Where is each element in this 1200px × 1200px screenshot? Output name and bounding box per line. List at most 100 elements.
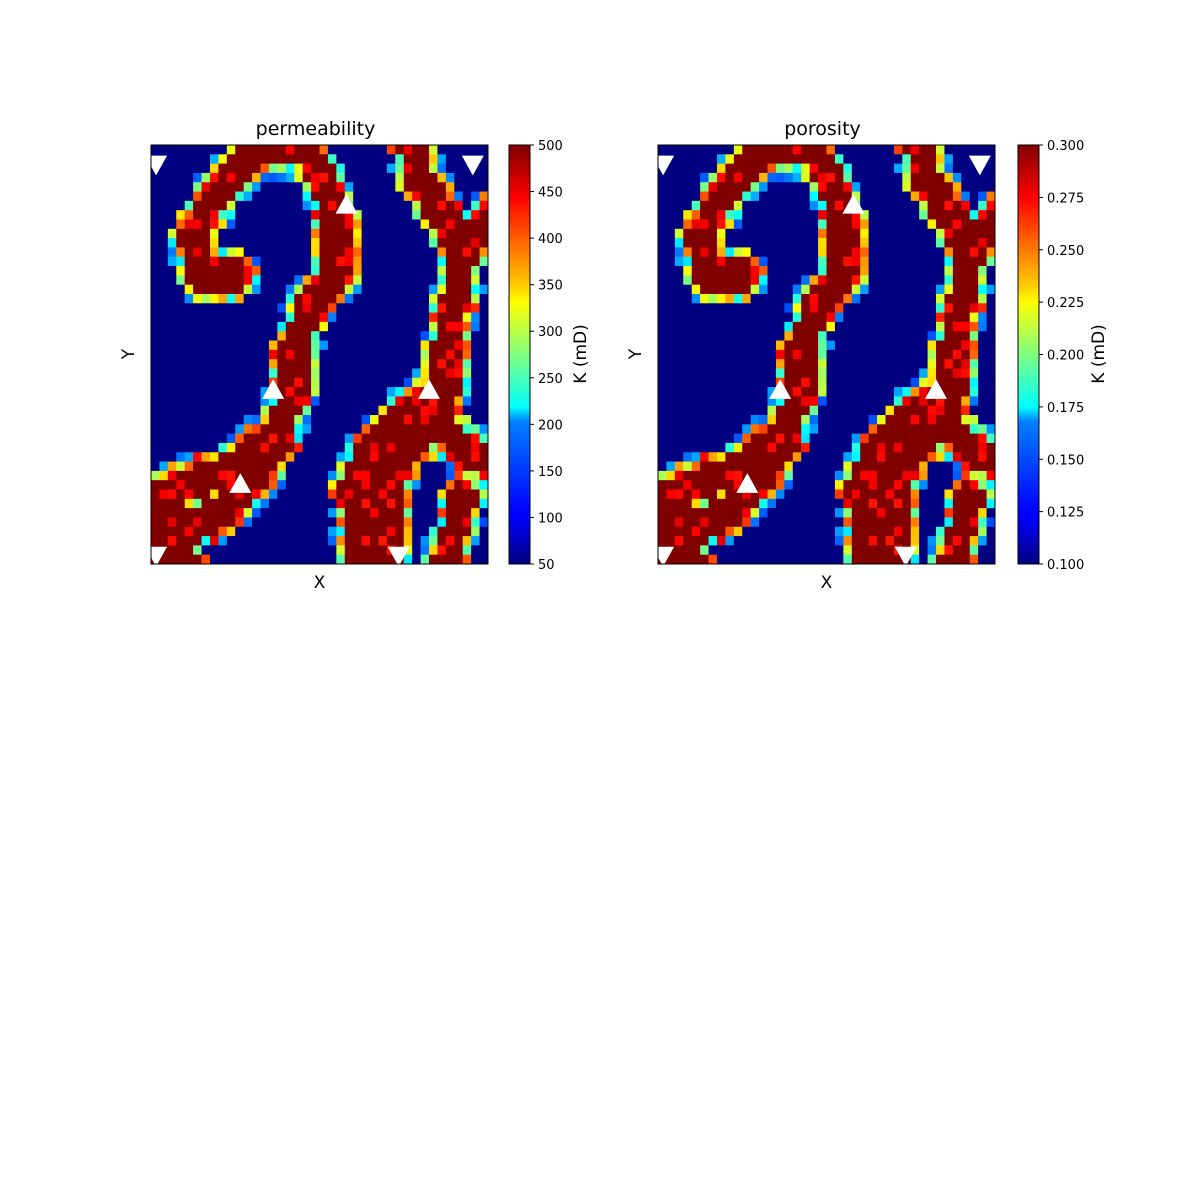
heatmap-cell xyxy=(893,424,903,435)
heatmap-cell xyxy=(403,154,413,165)
heatmap-cell xyxy=(902,461,912,472)
heatmap-cell xyxy=(910,303,920,313)
heatmap-cell xyxy=(868,172,878,183)
heatmap-cell xyxy=(792,145,802,155)
heatmap-cell xyxy=(801,219,811,230)
heatmap-cell xyxy=(454,200,464,211)
heatmap-cell xyxy=(978,210,987,220)
heatmap-cell xyxy=(445,266,455,276)
heatmap-cell xyxy=(969,415,979,425)
heatmap-cell xyxy=(370,349,379,360)
heatmap-cell xyxy=(818,470,827,481)
heatmap-cell xyxy=(868,321,878,332)
heatmap-cell xyxy=(218,172,228,183)
heatmap-cell xyxy=(479,424,489,435)
heatmap-cell xyxy=(294,182,304,192)
heatmap-cell xyxy=(294,200,304,211)
heatmap-cell xyxy=(986,545,996,556)
heatmap-cell xyxy=(936,349,945,360)
heatmap-cell xyxy=(742,545,752,556)
heatmap-cell xyxy=(910,266,920,276)
heatmap-cell xyxy=(986,480,996,490)
heatmap-cell xyxy=(809,387,819,397)
heatmap-cell xyxy=(818,359,827,369)
heatmap-cell xyxy=(666,228,676,239)
heatmap-cell xyxy=(370,247,379,258)
heatmap-cell xyxy=(792,368,802,379)
heatmap-cell xyxy=(327,433,337,444)
heatmap-cell xyxy=(860,163,870,174)
heatmap-cell xyxy=(243,172,253,183)
heatmap-cell xyxy=(910,415,920,425)
heatmap-cell xyxy=(792,228,802,239)
heatmap-cell xyxy=(818,424,827,435)
heatmap-cell xyxy=(327,303,337,313)
heatmap-cell xyxy=(742,508,752,518)
heatmap-cell xyxy=(792,210,802,220)
heatmap-cell xyxy=(395,228,405,239)
heatmap-cell xyxy=(944,377,954,388)
heatmap-cell xyxy=(302,219,312,230)
heatmap-cell xyxy=(969,480,979,490)
heatmap-cell xyxy=(235,312,245,323)
heatmap-cell xyxy=(386,359,396,369)
heatmap-cell xyxy=(952,489,962,500)
heatmap-cell xyxy=(285,321,295,332)
heatmap-cell xyxy=(834,536,844,546)
heatmap-cell xyxy=(294,452,304,462)
heatmap-cell xyxy=(733,228,743,239)
heatmap-cell xyxy=(978,331,987,341)
heatmap-cell xyxy=(336,219,346,230)
heatmap-cell xyxy=(277,191,287,202)
heatmap-cell xyxy=(691,293,701,304)
heatmap-cell xyxy=(927,480,937,490)
heatmap-cell xyxy=(750,163,760,174)
heatmap-cell xyxy=(877,442,886,453)
heatmap-cell xyxy=(243,293,253,304)
heatmap-cell xyxy=(877,266,886,276)
heatmap-cell xyxy=(437,424,447,435)
heatmap-cell xyxy=(936,191,945,202)
heatmap-cell xyxy=(927,526,937,537)
heatmap-cell xyxy=(420,480,430,490)
heatmap-cell xyxy=(184,154,194,165)
heatmap-cell xyxy=(666,219,676,230)
heatmap-cell xyxy=(479,442,489,453)
heatmap-cell xyxy=(674,526,684,537)
heatmap-cell xyxy=(877,256,886,267)
heatmap-cell xyxy=(733,489,743,500)
heatmap-cell xyxy=(784,172,794,183)
heatmap-cell xyxy=(370,228,379,239)
heatmap-cell xyxy=(733,331,743,341)
heatmap-cell xyxy=(834,154,844,165)
heatmap-cell xyxy=(818,545,827,556)
heatmap-cell xyxy=(344,219,354,230)
heatmap-cell xyxy=(479,172,489,183)
heatmap-cell xyxy=(260,545,270,556)
heatmap-cell xyxy=(868,536,878,546)
heatmap-cell xyxy=(716,256,726,267)
heatmap-cell xyxy=(961,312,971,323)
heatmap-cell xyxy=(176,266,186,276)
heatmap-cell xyxy=(395,172,405,183)
heatmap-cell xyxy=(378,321,388,332)
heatmap-cell xyxy=(159,526,169,537)
heatmap-cell xyxy=(759,154,768,165)
heatmap-cell xyxy=(454,554,464,565)
heatmap-cell xyxy=(311,154,320,165)
heatmap-cell xyxy=(167,517,177,528)
heatmap-cell xyxy=(235,433,245,444)
heatmap-cell xyxy=(361,200,371,211)
heatmap-cell xyxy=(818,266,827,276)
heatmap-cell xyxy=(986,312,996,323)
heatmap-cell xyxy=(683,470,693,481)
heatmap-cell xyxy=(700,172,709,183)
heatmap-cell xyxy=(311,554,320,565)
heatmap-cell xyxy=(378,172,388,183)
heatmap-cell xyxy=(927,359,937,369)
heatmap-cell xyxy=(725,228,735,239)
heatmap-cell xyxy=(311,219,320,230)
heatmap-cell xyxy=(843,331,853,341)
heatmap-cell xyxy=(218,303,228,313)
heatmap-cell xyxy=(868,331,878,341)
